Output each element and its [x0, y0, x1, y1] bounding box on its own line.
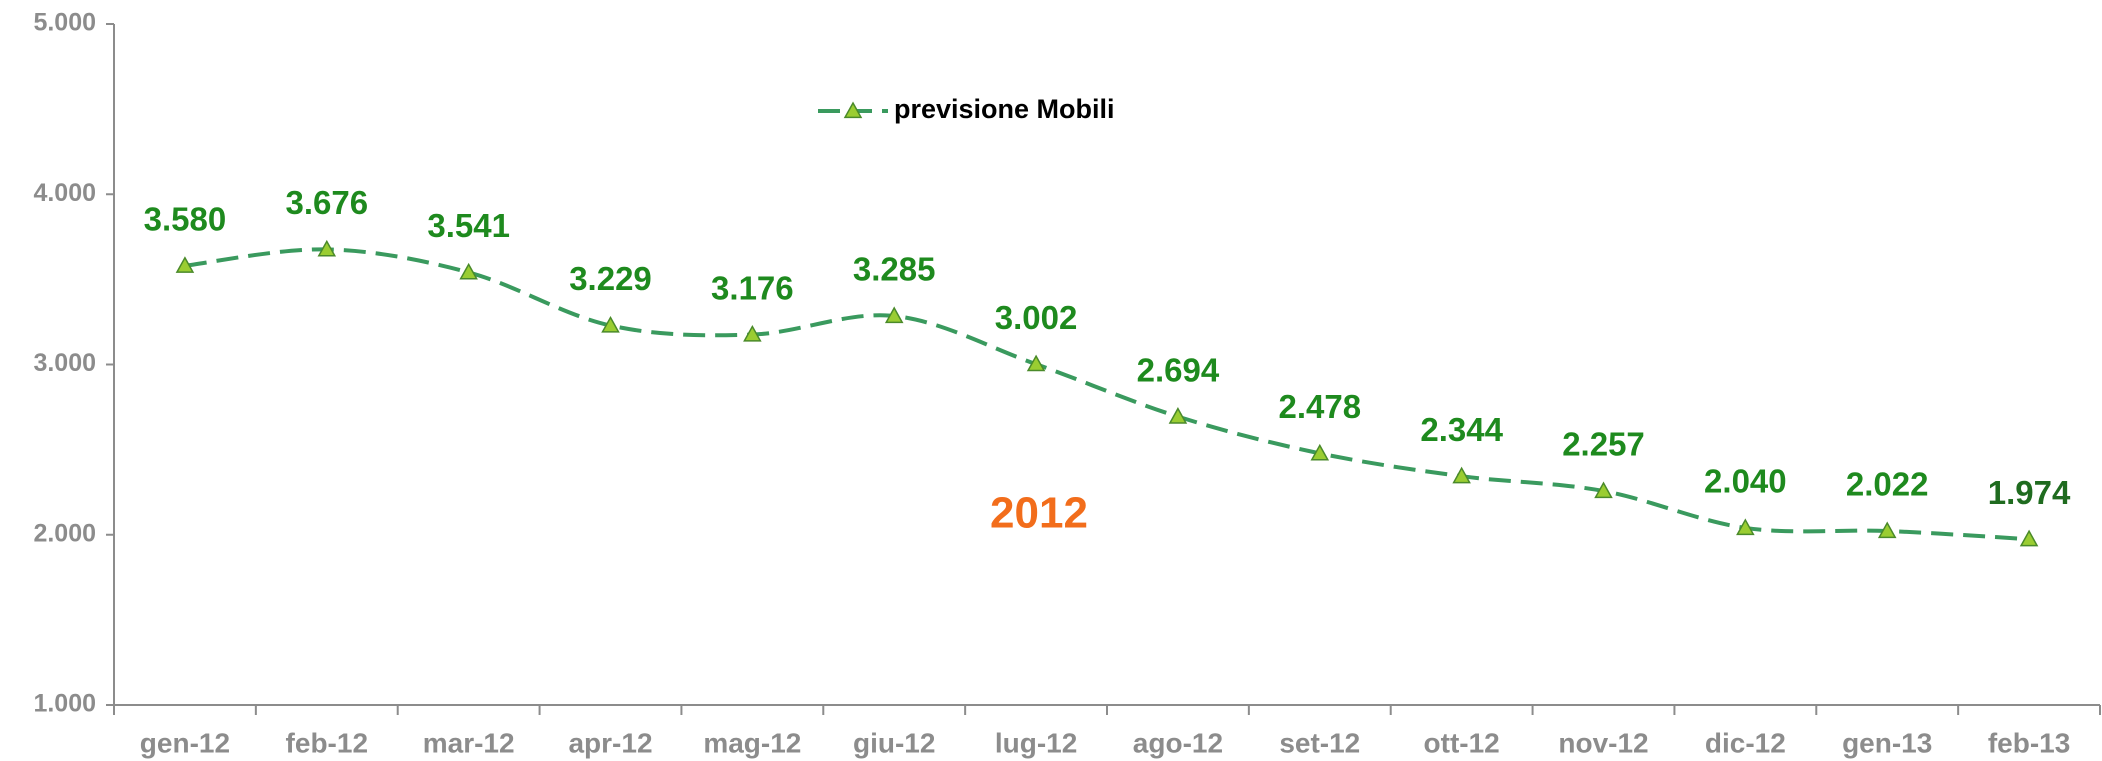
marker — [1452, 466, 1471, 484]
x-tick-label: apr-12 — [568, 727, 652, 758]
data-label: 3.580 — [144, 200, 227, 237]
marker — [1594, 481, 1613, 499]
data-label: 3.229 — [569, 260, 652, 297]
x-tick-label: ago-12 — [1133, 727, 1223, 758]
marker — [317, 239, 337, 257]
x-tick-label: mag-12 — [703, 727, 801, 758]
legend-label: previsione Mobili — [894, 94, 1115, 124]
annotation: 2012 — [990, 489, 1088, 538]
y-tick-label: 2.000 — [33, 519, 96, 547]
y-tick-label: 1.000 — [33, 690, 96, 718]
x-tick-label: ott-12 — [1424, 727, 1500, 758]
data-label: 3.541 — [427, 207, 510, 244]
marker — [1026, 354, 1046, 372]
data-label: 2.694 — [1137, 351, 1220, 388]
series-line — [184, 247, 2030, 542]
data-label: 2.257 — [1562, 426, 1645, 463]
data-label: 2.040 — [1704, 463, 1787, 500]
x-tick-label: giu-12 — [853, 727, 935, 758]
marker — [1736, 518, 1755, 536]
x-tick-label: gen-13 — [1842, 727, 1932, 758]
marker — [1310, 443, 1330, 461]
x-tick-label: gen-12 — [140, 727, 230, 758]
marker — [884, 306, 904, 324]
y-tick-label: 5.000 — [33, 9, 96, 37]
marker — [459, 262, 478, 280]
x-tick-label: mar-12 — [423, 727, 515, 758]
x-tick-label: nov-12 — [1558, 727, 1648, 758]
data-label: 2.344 — [1420, 411, 1503, 448]
marker — [1168, 407, 1188, 424]
data-label: 3.176 — [711, 269, 794, 306]
marker — [601, 315, 620, 333]
data-label: 1.974 — [1988, 474, 2071, 511]
data-label: 2.022 — [1846, 466, 1929, 503]
marker — [743, 324, 762, 342]
x-tick-label: lug-12 — [995, 727, 1077, 758]
y-tick-label: 3.000 — [33, 349, 96, 377]
marker — [2019, 529, 2039, 547]
x-tick-label: dic-12 — [1705, 727, 1786, 758]
x-tick-label: feb-12 — [286, 727, 368, 758]
y-tick-label: 4.000 — [33, 179, 96, 207]
marker — [1877, 521, 1897, 539]
data-label: 2.478 — [1278, 388, 1361, 425]
data-label: 3.676 — [285, 184, 368, 221]
x-tick-label: set-12 — [1279, 727, 1360, 758]
x-tick-label: feb-13 — [1988, 727, 2070, 758]
data-label: 3.002 — [995, 299, 1078, 336]
marker — [175, 256, 195, 273]
data-label: 3.285 — [853, 251, 936, 288]
legend-marker — [843, 101, 863, 119]
